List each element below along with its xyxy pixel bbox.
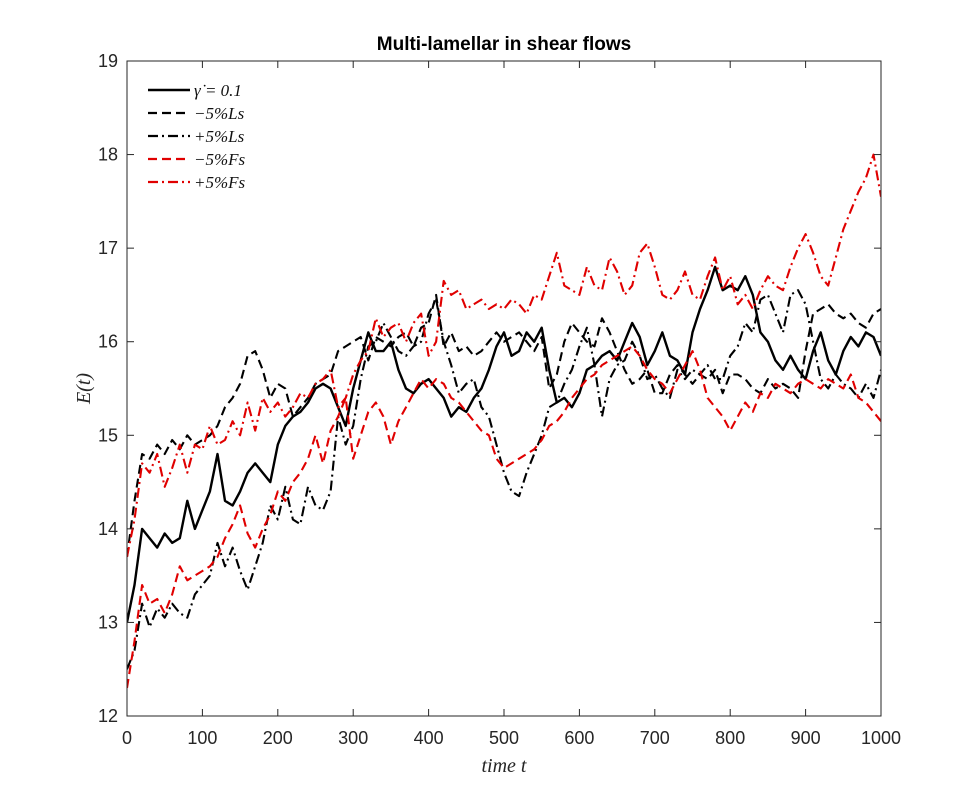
series-line-3 — [127, 289, 881, 670]
x-tick-label: 500 — [489, 728, 519, 748]
x-tick-label: 800 — [715, 728, 745, 748]
legend-label-1: γ̇ = 0.1 — [194, 81, 242, 100]
legend-label-2: −5%Ls — [194, 104, 245, 123]
x-tick-label: 400 — [414, 728, 444, 748]
y-tick-label: 15 — [98, 425, 118, 445]
y-axis-label: E(t) — [73, 373, 95, 405]
x-tick-label: 100 — [187, 728, 217, 748]
x-tick-label: 300 — [338, 728, 368, 748]
x-tick-label: 0 — [122, 728, 132, 748]
x-tick-label: 700 — [640, 728, 670, 748]
y-tick-label: 13 — [98, 612, 118, 632]
series-line-1 — [127, 265, 881, 623]
legend-label-4: −5%Fs — [194, 150, 246, 169]
y-tick-label: 16 — [98, 332, 118, 352]
chart-title: Multi-lamellar in shear flows — [377, 34, 631, 55]
y-tick-label: 18 — [98, 145, 118, 165]
series-line-4 — [127, 345, 881, 689]
series-line-5 — [127, 153, 881, 558]
y-tick-label: 17 — [98, 238, 118, 258]
y-tick-label: 14 — [98, 519, 118, 539]
x-tick-label: 1000 — [861, 728, 901, 748]
x-tick-label: 600 — [564, 728, 594, 748]
y-tick-label: 12 — [98, 706, 118, 726]
x-tick-label: 900 — [791, 728, 821, 748]
y-tick-label: 19 — [98, 51, 118, 71]
series-line-2 — [127, 293, 881, 558]
legend-label-3: +5%Ls — [194, 127, 245, 146]
legend-label-5: +5%Fs — [194, 173, 246, 192]
x-axis-label: time t — [482, 755, 527, 777]
x-tick-label: 200 — [263, 728, 293, 748]
